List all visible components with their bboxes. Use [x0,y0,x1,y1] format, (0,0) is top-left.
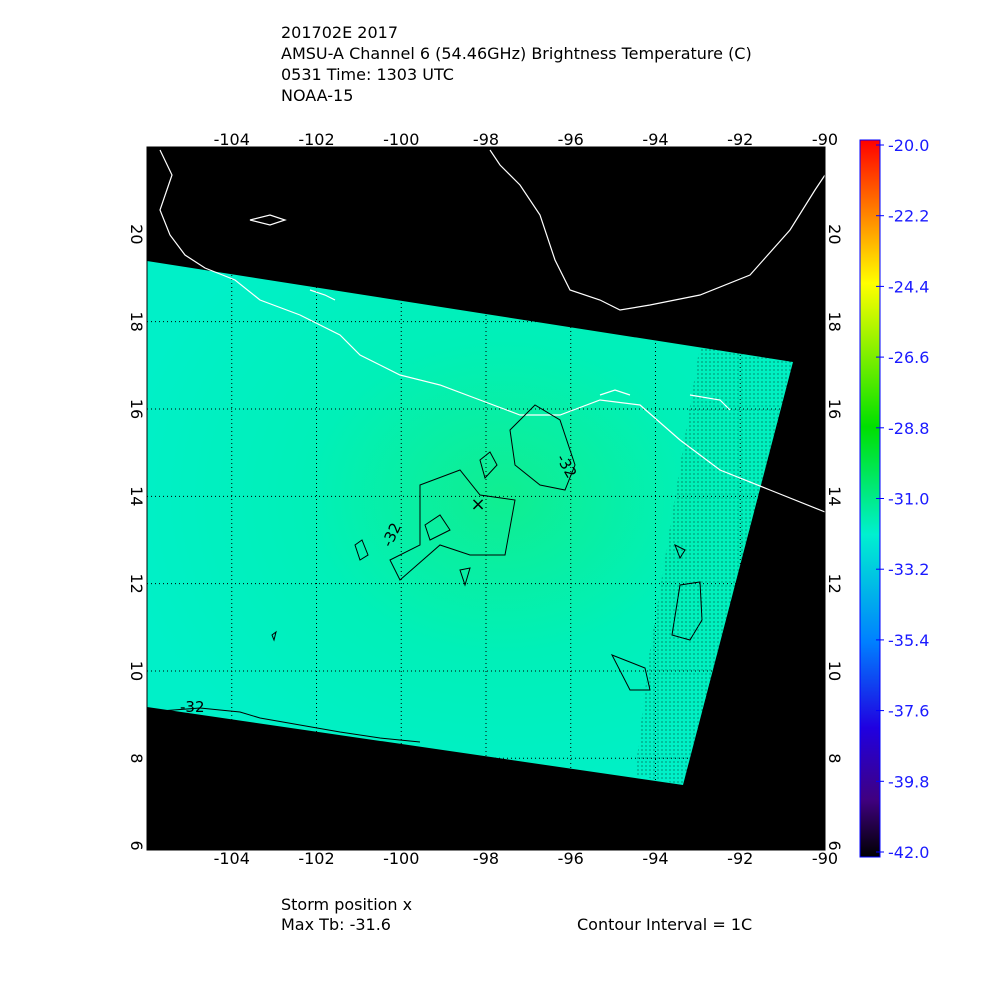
lat-label: 16 [825,399,844,419]
lon-label: -96 [558,130,584,149]
storm-note: Storm position x [281,895,412,914]
lat-label: 10 [825,661,844,681]
swath [147,261,793,785]
colorbar-label: -26.6 [888,348,929,367]
lat-label: 10 [127,661,146,681]
header-line: NOAA-15 [281,86,353,105]
colorbar-label: -39.8 [888,772,929,791]
colorbar-label: -24.4 [888,277,929,296]
lon-label: -98 [473,130,499,149]
header-line: AMSU-A Channel 6 (54.46GHz) Brightness T… [281,44,752,63]
lon-label: -102 [298,130,334,149]
storm-marker: × [470,494,485,515]
lon-label: -92 [727,849,753,868]
colorbar-label: -35.4 [888,631,929,650]
colorbar-label: -37.6 [888,702,929,721]
lon-label: -104 [214,130,250,149]
header-line: 0531 Time: 1303 UTC [281,65,454,84]
lat-label: 6 [825,841,844,851]
lat-label: 18 [825,311,844,331]
contours: -32 -32 -32 [146,404,703,743]
lat-label: 12 [127,573,146,593]
coastline [159,149,826,513]
map-frame [146,146,826,851]
lon-label: -100 [383,130,419,149]
colorbar-label: -31.0 [888,490,929,509]
lat-label: 14 [825,486,844,506]
lat-label: 8 [127,753,146,763]
contour-interval: Contour Interval = 1C [577,915,752,934]
colorbar-label: -28.8 [888,419,929,438]
lon-label: -98 [473,849,499,868]
lon-label: -96 [558,849,584,868]
colorbar-label: -42.0 [888,843,929,862]
header: 201702E 2017 AMSU-A Channel 6 (54.46GHz)… [281,23,752,105]
footer: Storm position x Max Tb: -31.6 Contour I… [281,895,752,934]
lon-label: -92 [727,130,753,149]
lat-label: 18 [127,311,146,331]
grid [147,147,826,850]
lon-label: -94 [642,130,668,149]
lat-label: 14 [127,486,146,506]
header-line: 201702E 2017 [281,23,398,42]
lat-label: 12 [825,573,844,593]
colorbar: -20.0 -22.2 -24.4 -26.6 -28.8 -31.0 -33.2 -35.4… [859,136,929,862]
lon-label: -102 [298,849,334,868]
swath-edge [635,345,793,785]
contour-label: -32 [180,698,205,716]
lon-label: -90 [812,130,838,149]
max-tb: Max Tb: -31.6 [281,915,391,934]
lon-label: -104 [214,849,250,868]
colorbar-label: -33.2 [888,560,929,579]
lat-label: 16 [127,399,146,419]
lon-label: -100 [383,849,419,868]
colorbar-label: -22.2 [888,207,929,226]
colorbar-label: -20.0 [888,136,929,155]
lon-label: -94 [642,849,668,868]
lon-label: -90 [812,849,838,868]
lat-label: 20 [825,224,844,244]
lat-label: 20 [127,224,146,244]
lat-label: 8 [825,753,844,763]
lat-label: 6 [127,841,146,851]
